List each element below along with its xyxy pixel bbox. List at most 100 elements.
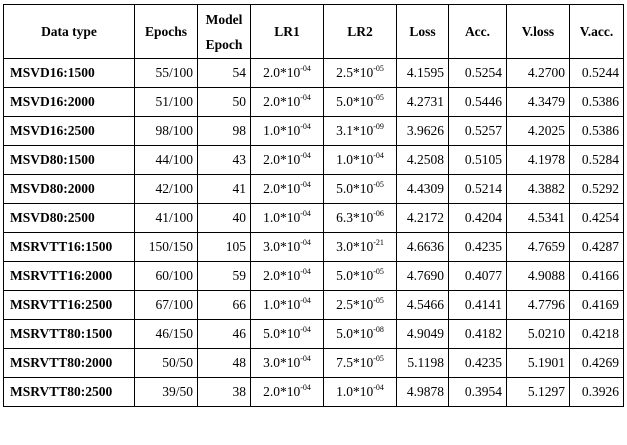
cell-model-epoch: 54	[197, 58, 251, 88]
header-lr1: LR1	[250, 4, 324, 59]
lr1-mantissa: 1.0*10	[263, 297, 301, 312]
cell-lr1: 2.0*10-04	[250, 261, 324, 291]
cell-acc: 0.4235	[448, 232, 507, 262]
table-row: MSVD80:2500 41/100 40 1.0*10-04 6.3*10-06 4.2…	[3, 203, 624, 233]
cell-vacc: 0.5386	[569, 87, 624, 117]
header-acc: Acc.	[448, 4, 507, 59]
cell-lr2: 7.5*10-05	[323, 348, 397, 378]
cell-lr1: 2.0*10-04	[250, 174, 324, 204]
lr1-exponent: -04	[300, 238, 311, 247]
cell-epochs: 46/150	[134, 319, 198, 349]
lr1-exponent: -04	[300, 325, 311, 334]
cell-acc: 0.5214	[448, 174, 507, 204]
cell-lr1: 2.0*10-04	[250, 377, 324, 407]
lr2-mantissa: 2.5*10	[336, 297, 374, 312]
cell-lr1: 2.0*10-04	[250, 58, 324, 88]
header-lr2: LR2	[323, 4, 397, 59]
cell-acc: 0.4182	[448, 319, 507, 349]
table-row: MSRVTT16:1500 150/150 105 3.0*10-04 3.0*10-2…	[3, 232, 624, 262]
cell-lr1: 2.0*10-04	[250, 145, 324, 175]
lr1-exponent: -04	[300, 383, 311, 392]
lr1-mantissa: 2.0*10	[263, 65, 301, 80]
lr1-mantissa: 5.0*10	[263, 326, 301, 341]
cell-epochs: 60/100	[134, 261, 198, 291]
cell-data-type: MSRVTT80:2000	[3, 348, 135, 378]
cell-lr1: 1.0*10-04	[250, 116, 324, 146]
cell-vloss: 5.1901	[506, 348, 570, 378]
cell-loss: 3.9626	[396, 116, 449, 146]
cell-data-type: MSRVTT16:2000	[3, 261, 135, 291]
cell-loss: 4.2731	[396, 87, 449, 117]
lr2-exponent: -04	[373, 151, 384, 160]
cell-acc: 0.5257	[448, 116, 507, 146]
table-row: MSVD80:1500 44/100 43 2.0*10-04 1.0*10-04 4.2…	[3, 145, 624, 175]
lr2-mantissa: 3.1*10	[336, 123, 374, 138]
table-body: MSVD16:1500 55/100 54 2.0*10-04 2.5*10-05 4.1…	[3, 58, 624, 407]
cell-lr1: 3.0*10-04	[250, 232, 324, 262]
cell-loss: 4.1595	[396, 58, 449, 88]
lr1-mantissa: 2.0*10	[263, 152, 301, 167]
cell-epochs: 50/50	[134, 348, 198, 378]
cell-lr2: 1.0*10-04	[323, 145, 397, 175]
cell-model-epoch: 40	[197, 203, 251, 233]
cell-vloss: 4.5341	[506, 203, 570, 233]
cell-lr2: 3.1*10-09	[323, 116, 397, 146]
lr1-exponent: -04	[300, 267, 311, 276]
cell-acc: 0.4077	[448, 261, 507, 291]
table-header-row: Data type Epochs Model Epoch LR1 LR2 Los…	[3, 4, 624, 59]
cell-lr1: 3.0*10-04	[250, 348, 324, 378]
cell-vloss: 4.2025	[506, 116, 570, 146]
lr2-mantissa: 6.3*10	[336, 210, 374, 225]
lr2-mantissa: 5.0*10	[336, 94, 374, 109]
cell-loss: 4.9049	[396, 319, 449, 349]
cell-data-type: MSVD16:2000	[3, 87, 135, 117]
cell-loss: 4.9878	[396, 377, 449, 407]
lr2-exponent: -06	[373, 209, 384, 218]
cell-data-type: MSRVTT16:1500	[3, 232, 135, 262]
results-table: Data type Epochs Model Epoch LR1 LR2 Los…	[3, 4, 624, 407]
lr2-mantissa: 1.0*10	[336, 152, 374, 167]
lr1-exponent: -04	[300, 209, 311, 218]
cell-acc: 0.4235	[448, 348, 507, 378]
cell-model-epoch: 43	[197, 145, 251, 175]
cell-epochs: 55/100	[134, 58, 198, 88]
cell-lr2: 5.0*10-08	[323, 319, 397, 349]
cell-data-type: MSVD16:2500	[3, 116, 135, 146]
cell-vloss: 4.1978	[506, 145, 570, 175]
lr2-mantissa: 5.0*10	[336, 326, 374, 341]
cell-vacc: 0.4269	[569, 348, 624, 378]
lr2-exponent: -04	[373, 383, 384, 392]
cell-lr2: 6.3*10-06	[323, 203, 397, 233]
lr1-mantissa: 2.0*10	[263, 384, 301, 399]
cell-vloss: 5.0210	[506, 319, 570, 349]
cell-epochs: 51/100	[134, 87, 198, 117]
lr2-exponent: -09	[373, 122, 384, 131]
cell-model-epoch: 48	[197, 348, 251, 378]
cell-lr1: 5.0*10-04	[250, 319, 324, 349]
header-vacc: V.acc.	[569, 4, 624, 59]
cell-loss: 4.6636	[396, 232, 449, 262]
lr1-mantissa: 3.0*10	[263, 239, 301, 254]
cell-model-epoch: 38	[197, 377, 251, 407]
cell-vloss: 4.7796	[506, 290, 570, 320]
cell-vacc: 0.5292	[569, 174, 624, 204]
cell-acc: 0.5254	[448, 58, 507, 88]
header-model-epoch: Model Epoch	[197, 4, 251, 59]
cell-epochs: 44/100	[134, 145, 198, 175]
cell-data-type: MSRVTT80:1500	[3, 319, 135, 349]
cell-data-type: MSRVTT80:2500	[3, 377, 135, 407]
cell-vacc: 0.5386	[569, 116, 624, 146]
lr1-exponent: -04	[300, 180, 311, 189]
cell-data-type: MSRVTT16:2500	[3, 290, 135, 320]
cell-data-type: MSVD80:2500	[3, 203, 135, 233]
cell-loss: 5.1198	[396, 348, 449, 378]
cell-vloss: 4.3479	[506, 87, 570, 117]
cell-loss: 4.2508	[396, 145, 449, 175]
lr2-mantissa: 3.0*10	[336, 239, 374, 254]
lr2-exponent: -05	[373, 354, 384, 363]
cell-data-type: MSVD80:1500	[3, 145, 135, 175]
lr2-mantissa: 7.5*10	[336, 355, 374, 370]
cell-vacc: 0.4287	[569, 232, 624, 262]
table-row: MSRVTT80:2500 39/50 38 2.0*10-04 1.0*10-04 4.…	[3, 377, 624, 407]
cell-epochs: 67/100	[134, 290, 198, 320]
